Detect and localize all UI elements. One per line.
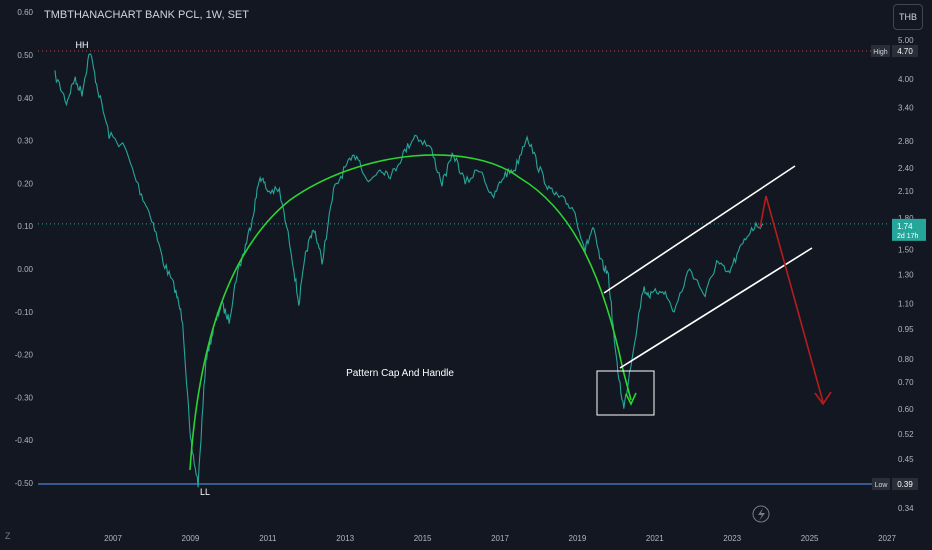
channel-upper-line <box>603 165 796 294</box>
right-tick-label: 1.50 <box>898 246 914 255</box>
left-tick-label: -0.50 <box>15 479 34 488</box>
currency-button[interactable]: THB <box>893 4 923 30</box>
right-tick-label: 1.30 <box>898 271 914 280</box>
time-tick-label: 2017 <box>491 534 509 543</box>
low-value-tag <box>892 478 918 490</box>
last-price-tag <box>892 218 926 241</box>
channel-lower-line <box>619 247 813 369</box>
low-value-text: 0.39 <box>897 480 913 489</box>
drawings: HH LL Pattern Cap And Handle <box>76 40 832 497</box>
level-lines <box>38 50 890 485</box>
time-tick-label: 2027 <box>878 534 896 543</box>
time-tick-label: 2015 <box>414 534 432 543</box>
last-price-text: 1.74 <box>897 222 913 231</box>
right-tick-label: 0.95 <box>898 325 914 334</box>
tradingview-logo: Z <box>5 531 11 541</box>
left-tick-label: -0.30 <box>15 393 34 402</box>
left-axis[interactable]: 0.60 0.50 0.40 0.30 0.20 0.10 0.00 -0.10 -0.20 -0… <box>15 8 34 488</box>
right-tick-label: 4.00 <box>898 75 914 84</box>
left-tick-label: 0.40 <box>17 94 33 103</box>
time-tick-label: 2007 <box>104 534 122 543</box>
left-tick-label: 0.00 <box>17 265 33 274</box>
left-tick-label: 0.30 <box>17 137 33 146</box>
time-tick-label: 2013 <box>336 534 354 543</box>
lightning-icon <box>758 508 765 521</box>
time-tick-label: 2019 <box>569 534 587 543</box>
left-tick-label: -0.40 <box>15 436 34 445</box>
handle-box <box>596 370 655 416</box>
projection-arrow-head <box>814 391 832 406</box>
left-tick-label: 0.60 <box>17 8 33 17</box>
time-tick-label: 2021 <box>646 534 664 543</box>
high-value-tag <box>892 45 918 57</box>
price-line <box>54 53 764 488</box>
right-tick-label: 5.00 <box>898 36 914 45</box>
right-tick-label: 0.80 <box>898 355 914 364</box>
right-tick-label: 2.10 <box>898 187 914 196</box>
right-tick-label: 2.40 <box>898 164 914 173</box>
low-badge-label: Low <box>875 482 889 489</box>
last-price-countdown: 2d 17h <box>897 233 919 240</box>
high-value-text: 4.70 <box>897 47 913 56</box>
right-tick-label: 0.70 <box>898 378 914 387</box>
right-tick-label: 3.40 <box>898 103 914 112</box>
time-tick-label: 2025 <box>801 534 819 543</box>
high-badge-tag <box>871 45 890 57</box>
right-tick-label: 0.34 <box>898 504 914 513</box>
high-badge-label: High <box>873 49 888 56</box>
time-tick-label: 2023 <box>723 534 741 543</box>
left-tick-label: -0.10 <box>15 308 34 317</box>
right-tick-label: 1.10 <box>898 300 914 309</box>
cup-arc <box>189 154 624 471</box>
chart-title: TMBTHANACHART BANK PCL, 1W, SET <box>44 9 249 21</box>
price-badges: High 4.70 Low 0.39 1.74 2d 17h <box>752 45 926 523</box>
cup-arrow-shaft <box>622 369 632 401</box>
right-tick-label: 0.52 <box>898 430 914 439</box>
price-series <box>54 53 764 488</box>
hh-label: HH <box>76 40 89 50</box>
time-axis[interactable]: 2007 2009 2011 2013 2015 2017 2019 2021 2023 2025… <box>104 534 896 543</box>
low-badge-tag <box>872 478 890 490</box>
ll-label: LL <box>200 487 210 497</box>
right-tick-label: 0.60 <box>898 405 914 414</box>
pattern-label: Pattern Cap And Handle <box>346 368 454 379</box>
lightning-icon-ring <box>752 505 770 523</box>
left-tick-label: 0.20 <box>17 179 33 188</box>
cup-arrow-head <box>625 392 637 406</box>
time-tick-label: 2011 <box>259 534 277 543</box>
left-tick-label: -0.20 <box>15 351 34 360</box>
time-tick-label: 2009 <box>182 534 200 543</box>
right-tick-label: 2.80 <box>898 137 914 146</box>
right-tick-label: 0.45 <box>898 455 914 464</box>
left-tick-label: 0.50 <box>17 51 33 60</box>
right-axis[interactable]: 5.00 4.00 3.40 2.80 2.40 2.10 1.80 1.50 1.30 1.10… <box>898 36 914 513</box>
right-tick-label: 1.80 <box>898 214 914 223</box>
projection-path <box>759 195 824 403</box>
left-tick-label: 0.10 <box>17 222 33 231</box>
